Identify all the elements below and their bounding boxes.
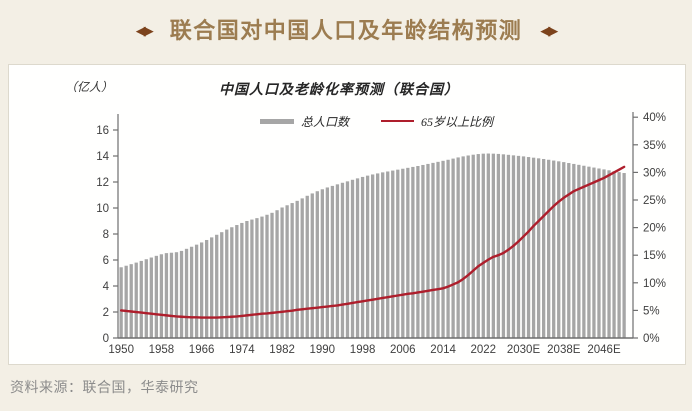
right-tick-label: 40%: [643, 112, 666, 124]
chart-title: 中国人口及老龄化率预测（联合国）: [219, 83, 459, 98]
x-tick-label: 2022: [471, 344, 497, 356]
aging-ratio-line: [119, 165, 626, 319]
right-tick-label: 30%: [643, 167, 666, 179]
legend-label-aging-ratio: 65岁以上比例: [421, 114, 494, 129]
x-tick-label: 1958: [149, 344, 175, 356]
right-tick-label: 10%: [643, 278, 666, 290]
x-tick-label: 1998: [350, 344, 376, 356]
x-tick-label: 1974: [229, 344, 255, 356]
left-axis-ticks: 0 2 4 6 8 10 12 14 16: [96, 125, 118, 345]
page-header: ◀▶ 联合国对中国人口及年龄结构预测 ◀▶: [0, 8, 692, 50]
x-tick-label: 2014: [430, 344, 456, 356]
x-tick-label: 1990: [310, 344, 336, 356]
axes-group: [117, 112, 634, 339]
bar-legend-swatch: [259, 118, 294, 124]
legend-label-population: 总人口数: [300, 114, 349, 129]
right-tick-label: 20%: [643, 223, 666, 235]
legend-item-population: 总人口数: [259, 113, 349, 130]
population-aging-chart: 0 2 4 6 8 10 12 14 16 0% 5% 10% 15% 20% 25% 30% 35% 40% 19…: [96, 112, 666, 356]
x-axis-ticks: 1950 1958 1966 1974 1982 1990 1998 2006 2014 2022…: [108, 344, 621, 356]
x-tick-label: 2038E: [547, 344, 581, 356]
right-tick-label: 25%: [643, 195, 666, 207]
right-tick-label: 5%: [643, 305, 660, 317]
left-tick-label: 0: [103, 333, 109, 345]
left-tick-label: 4: [103, 281, 110, 293]
x-tick-label: 1982: [269, 344, 295, 356]
legend-item-aging-ratio: 65岁以上比例: [381, 113, 493, 130]
x-tick-label: 1950: [108, 344, 134, 356]
left-tick-label: 6: [103, 255, 109, 267]
left-tick-label: 14: [96, 151, 109, 163]
left-tick-label: 12: [96, 177, 109, 189]
left-tick-label: 2: [103, 307, 109, 319]
right-tick-label: 35%: [643, 140, 666, 152]
source-note: 资料来源：联合国，华泰研究: [10, 379, 199, 395]
line-legend-swatch: [381, 119, 414, 123]
left-tick-label: 8: [103, 229, 109, 241]
chart-legend: 总人口数 65岁以上比例: [119, 113, 634, 129]
left-tick-label: 10: [96, 203, 109, 215]
x-tick-label: 2006: [390, 344, 416, 356]
left-tick-label: 16: [96, 125, 109, 137]
x-tick-label: 2046E: [587, 344, 621, 356]
right-tick-label: 15%: [643, 250, 666, 262]
right-axis-ticks: 0% 5% 10% 15% 20% 25% 30% 35% 40%: [633, 112, 666, 345]
x-tick-label: 1966: [189, 344, 215, 356]
diamond-decoration-icon: ◀▶: [540, 22, 558, 38]
chart-panel: 0 2 4 6 8 10 12 14 16 0% 5% 10% 15% 20% 25% 30% 35% 40% 19…: [8, 64, 686, 365]
right-tick-label: 0%: [643, 333, 660, 345]
x-tick-label: 2030E: [507, 344, 541, 356]
y-axis-unit-label: （亿人）: [65, 80, 114, 94]
diamond-decoration-icon: ◀▶: [135, 22, 154, 38]
page-title: 联合国对中国人口及年龄结构预测: [169, 18, 523, 43]
bars-group: [119, 153, 626, 338]
